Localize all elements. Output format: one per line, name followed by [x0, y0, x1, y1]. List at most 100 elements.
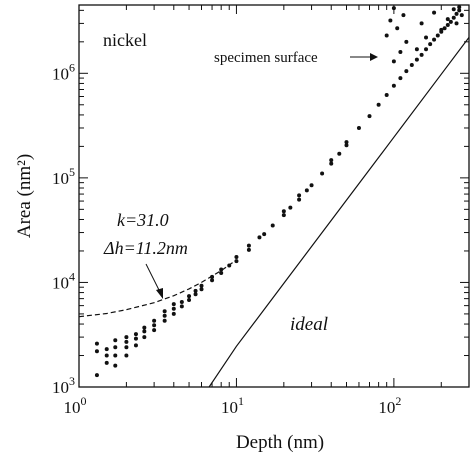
data-point — [395, 26, 400, 31]
data-point — [171, 311, 176, 316]
fit-curve-dashed — [79, 259, 237, 318]
data-point — [227, 263, 232, 268]
data-point — [297, 197, 302, 202]
data-point — [234, 255, 239, 260]
data-point — [246, 243, 251, 248]
data-point — [391, 6, 396, 11]
data-point — [219, 271, 224, 276]
y-tick-label: 105 — [52, 165, 75, 188]
series-lines — [79, 37, 469, 387]
fit-arrow-line — [145, 263, 161, 293]
axis-ticks — [78, 5, 470, 388]
annotation-surface: specimen surface — [214, 50, 318, 66]
data-point — [199, 283, 204, 288]
data-point — [281, 213, 286, 218]
data-point — [179, 304, 184, 309]
data-point — [133, 332, 138, 337]
data-point — [193, 288, 198, 293]
x-tick-label: 101 — [221, 394, 244, 417]
data-point — [329, 161, 334, 166]
data-point — [142, 325, 147, 330]
data-point — [94, 341, 99, 346]
data-point — [442, 26, 447, 31]
data-point — [219, 267, 224, 272]
data-point — [367, 114, 372, 119]
x-tick-label: 100 — [64, 394, 87, 417]
data-point — [152, 318, 157, 323]
data-point — [414, 57, 419, 62]
data-point — [104, 360, 109, 365]
data-point — [152, 328, 157, 333]
data-point — [451, 15, 456, 20]
data-point — [210, 274, 215, 279]
data-point — [281, 209, 286, 214]
data-point — [113, 363, 118, 368]
annotation-fit-k: k=31.0 — [117, 210, 169, 230]
data-point — [179, 299, 184, 304]
data-point — [419, 21, 424, 26]
data-point — [133, 336, 138, 341]
data-point — [304, 188, 309, 193]
data-point — [210, 278, 215, 283]
data-point — [454, 21, 459, 26]
data-point — [262, 232, 267, 237]
y-tick-label: 103 — [52, 374, 75, 397]
data-point — [454, 11, 459, 16]
data-point — [435, 33, 440, 38]
data-point — [309, 183, 314, 188]
data-point — [451, 7, 456, 12]
data-point — [414, 47, 419, 52]
data-point — [404, 39, 409, 44]
data-point — [376, 102, 381, 107]
data-point — [445, 17, 450, 22]
data-point — [398, 49, 403, 54]
data-point — [329, 158, 334, 163]
data-point — [94, 373, 99, 378]
data-point — [424, 35, 429, 40]
data-point — [445, 22, 450, 27]
data-point — [356, 125, 361, 130]
data-point — [162, 318, 167, 323]
annotation-material: nickel — [103, 30, 147, 50]
data-point — [193, 292, 198, 297]
data-point — [398, 76, 403, 81]
data-point — [142, 335, 147, 340]
data-point — [142, 329, 147, 334]
data-point — [432, 37, 437, 42]
data-point — [187, 294, 192, 299]
data-point — [391, 83, 396, 88]
data-point — [388, 18, 393, 23]
data-point — [124, 353, 129, 358]
data-point — [246, 247, 251, 252]
data-point — [424, 47, 429, 52]
annotation-fit-dh: Δh=11.2nm — [103, 238, 188, 258]
data-point — [288, 205, 293, 210]
data-point — [162, 309, 167, 314]
data-point — [133, 343, 138, 348]
data-point — [344, 140, 349, 145]
data-point — [428, 42, 433, 47]
y-tick-label: 106 — [52, 60, 75, 83]
x-axis-label: Depth (nm) — [236, 432, 324, 453]
data-point — [457, 8, 462, 13]
data-point — [124, 335, 129, 340]
data-point — [199, 287, 204, 292]
data-point — [104, 353, 109, 358]
data-point — [104, 347, 109, 352]
data-point — [409, 63, 414, 68]
data-point — [448, 19, 453, 24]
data-point — [459, 13, 464, 18]
ideal-line — [208, 37, 469, 387]
surface-arrowhead — [370, 53, 378, 61]
data-point — [257, 235, 262, 240]
data-point — [124, 339, 129, 344]
data-point — [432, 10, 437, 15]
data-point — [439, 27, 444, 32]
data-point — [344, 143, 349, 148]
y-axis-label: Area (nm²) — [14, 154, 35, 238]
data-point — [419, 52, 424, 57]
x-tick-labels: 100 101 102 — [64, 394, 402, 417]
data-point — [171, 302, 176, 307]
data-point — [94, 349, 99, 354]
